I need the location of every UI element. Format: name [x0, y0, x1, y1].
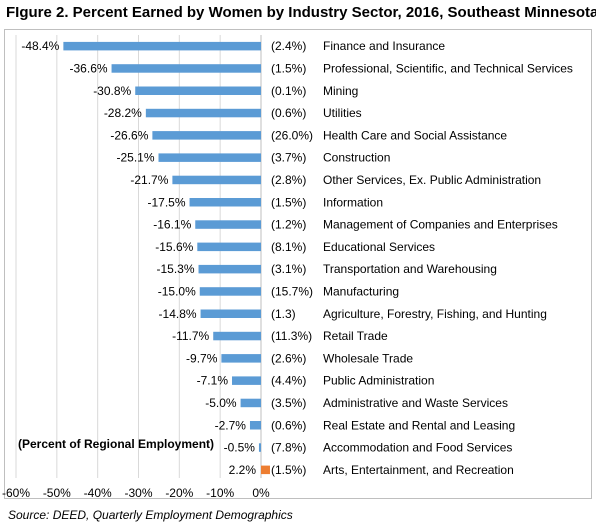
value-label: -36.6% — [70, 61, 108, 75]
bar — [232, 376, 261, 385]
category-label: Mining — [323, 84, 358, 98]
employment-share-label: (8.1%) — [271, 240, 306, 254]
x-tick-label: -20% — [165, 486, 193, 500]
bar — [172, 175, 261, 185]
category-label: Wholesale Trade — [323, 351, 413, 365]
value-label: -14.8% — [159, 307, 197, 321]
grid-lines — [15, 35, 262, 478]
value-label: -2.7% — [215, 418, 247, 432]
category-label: Educational Services — [323, 240, 435, 254]
category-label: Finance and Insurance — [323, 39, 445, 53]
employment-share-labels: (2.4%) (1.5%) (0.1%) (0.6%) (26.0%) (3.7%) (2.… — [271, 39, 313, 477]
source-note: Source: DEED, Quarterly Employment Demog… — [8, 508, 293, 522]
value-label: -17.5% — [148, 195, 186, 209]
employment-share-label: (7.8%) — [271, 441, 306, 455]
value-labels: -48.4% -36.6% -30.8% -28.2% -26.6% -25.1% -21.… — [21, 39, 256, 477]
category-label: Real Estate and Rental and Leasing — [323, 418, 515, 432]
x-tick-label: -30% — [124, 486, 152, 500]
employment-share-label: (1.5%) — [271, 61, 306, 75]
employment-share-label: (2.8%) — [271, 173, 306, 187]
category-label: Other Services, Ex. Public Administratio… — [323, 173, 541, 187]
value-label: -30.8% — [93, 84, 131, 98]
employment-share-label: (0.6%) — [271, 418, 306, 432]
value-label: -0.5% — [224, 441, 256, 455]
employment-share-label: (0.6%) — [271, 106, 306, 120]
employment-share-label: (3.1%) — [271, 262, 306, 276]
value-label: -11.7% — [172, 329, 209, 343]
category-label: Manufacturing — [323, 284, 399, 298]
category-label: Retail Trade — [323, 329, 388, 343]
category-label: Utilities — [323, 106, 362, 120]
chart-frame — [4, 29, 592, 499]
employment-share-label: (11.3%) — [271, 329, 312, 343]
bar — [158, 153, 261, 162]
x-tick-labels: -60% -50% -40% -30% -20% -10% 0% — [2, 486, 270, 500]
value-label: -7.1% — [197, 374, 229, 388]
category-label: Arts, Entertainment, and Recreation — [323, 463, 514, 477]
employment-share-label: (1.5%) — [271, 195, 306, 209]
employment-share-label: (1.3) — [271, 307, 296, 321]
category-label: Transportation and Warehousing — [323, 262, 497, 276]
bars — [63, 41, 270, 475]
bar — [111, 64, 261, 73]
bar — [152, 131, 261, 140]
value-label: -26.6% — [110, 128, 148, 142]
bar — [240, 398, 261, 408]
value-label: -16.1% — [153, 218, 191, 232]
category-label: Management of Companies and Enterprises — [323, 218, 558, 232]
bar — [198, 264, 261, 274]
x-tick-label: 0% — [252, 486, 270, 500]
employment-share-label: (2.6%) — [271, 351, 306, 365]
employment-share-label: (4.4%) — [271, 374, 306, 388]
category-label: Administrative and Waste Services — [323, 396, 508, 410]
value-label: -15.6% — [155, 240, 193, 254]
bar-chart: -48.4% -36.6% -30.8% -28.2% -26.6% -25.1% -21.… — [2, 35, 573, 500]
bar — [249, 421, 261, 430]
value-label: -9.7% — [186, 351, 218, 365]
bar — [213, 331, 261, 341]
x-tick-label: -40% — [84, 486, 112, 500]
x-tick-label: -60% — [2, 486, 30, 500]
category-label: Accommodation and Food Services — [323, 441, 512, 455]
x-tick-label: -50% — [43, 486, 71, 500]
bar — [135, 86, 261, 95]
value-label: -5.0% — [205, 396, 237, 410]
employment-share-label: (1.5%) — [271, 463, 306, 477]
value-label: -28.2% — [104, 106, 142, 120]
value-label: -25.1% — [116, 151, 154, 165]
employment-share-label: (0.1%) — [271, 84, 306, 98]
category-labels: Finance and Insurance Professional, Scien… — [323, 39, 573, 477]
category-label: Professional, Scientific, and Technical … — [323, 61, 573, 75]
bar — [258, 443, 261, 452]
employment-share-label: (1.2%) — [271, 218, 306, 232]
value-label: -15.3% — [156, 262, 194, 276]
employment-share-label: (26.0%) — [271, 128, 313, 142]
value-label: -48.4% — [21, 39, 59, 53]
bar — [145, 108, 261, 118]
employment-share-label: (15.7%) — [271, 284, 313, 298]
category-label: Construction — [323, 151, 390, 165]
value-label: -15.0% — [158, 284, 196, 298]
value-label: -21.7% — [130, 173, 168, 187]
employment-share-label: (3.7%) — [271, 151, 306, 165]
employment-share-label: (3.5%) — [271, 396, 306, 410]
category-label: Public Administration — [323, 374, 434, 388]
category-label: Health Care and Social Assistance — [323, 128, 507, 142]
x-tick-label: -10% — [206, 486, 234, 500]
bar — [200, 309, 261, 318]
bar — [261, 465, 270, 475]
value-label: 2.2% — [229, 463, 257, 477]
bar — [221, 354, 261, 363]
employment-annotation: (Percent of Regional Employment) — [18, 437, 214, 451]
bar — [63, 41, 261, 51]
chart-title: FIgure 2. Percent Earned by Women by Ind… — [6, 4, 596, 21]
bar — [197, 242, 261, 252]
bar — [189, 198, 261, 207]
employment-share-label: (2.4%) — [271, 39, 306, 53]
bar — [199, 287, 261, 296]
bar — [195, 220, 261, 229]
category-label: Information — [323, 195, 383, 209]
category-label: Agriculture, Forestry, Fishing, and Hunt… — [323, 307, 547, 321]
